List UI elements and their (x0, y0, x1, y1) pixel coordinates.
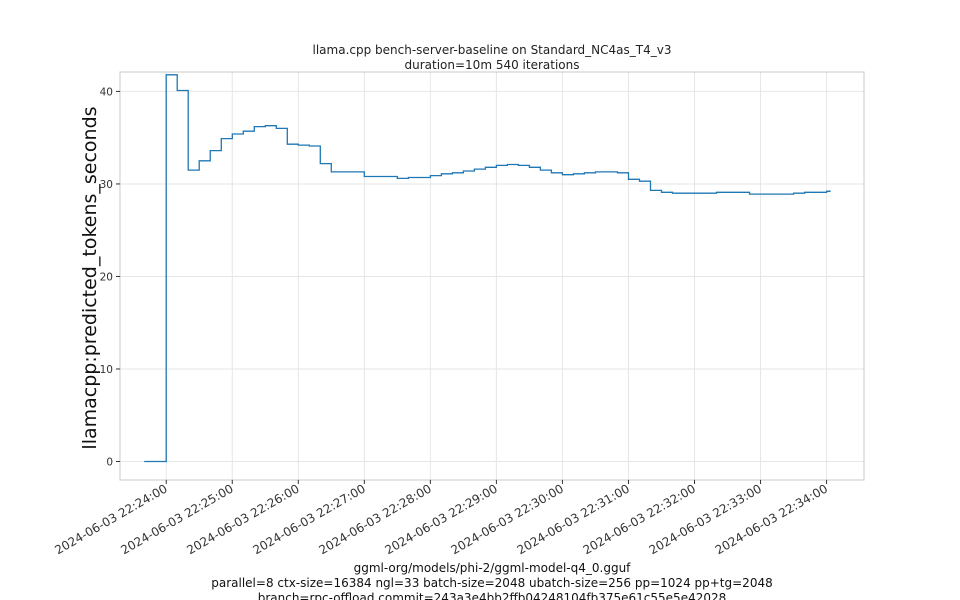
y-tick-label: 0 (106, 456, 113, 468)
x-tick-label: 2024-06-03 22:25:00 (118, 481, 235, 557)
y-tick-label: 20 (100, 271, 113, 283)
x-tick-label: 2024-06-03 22:32:00 (581, 481, 698, 557)
x-tick-label: 2024-06-03 22:27:00 (250, 481, 367, 557)
chart-subtitle: duration=10m 540 iterations (405, 58, 580, 72)
series-layer (144, 74, 831, 463)
y-tick-label: 10 (100, 364, 113, 376)
x-label-commit: branch=rpc-offload commit=243a3e4bb2ffb0… (258, 591, 727, 600)
x-label-params: parallel=8 ctx-size=16384 ngl=33 batch-s… (211, 576, 772, 590)
y-axis-label: llamacpp:predicted_tokens_seconds (79, 106, 101, 449)
x-tick-label: 2024-06-03 22:34:00 (713, 481, 830, 557)
x-tick-label: 2024-06-03 22:29:00 (383, 481, 500, 557)
y-axis-ticks: 0 10 20 30 40 (100, 86, 120, 468)
y-tick-label: 30 (100, 179, 113, 191)
x-tick-label: 2024-06-03 22:31:00 (515, 481, 632, 557)
x-label-model: ggml-org/models/phi-2/ggml-model-q4_0.gg… (354, 561, 632, 575)
x-tick-label: 2024-06-03 22:30:00 (449, 481, 566, 557)
series-line-0 (144, 74, 831, 463)
grid (120, 72, 864, 480)
y-tick-label: 40 (100, 86, 113, 98)
x-tick-label: 2024-06-03 22:33:00 (647, 481, 764, 557)
chart-title: llama.cpp bench-server-baseline on Stand… (313, 43, 672, 57)
x-tick-label: 2024-06-03 22:26:00 (184, 481, 301, 557)
x-tick-label: 2024-06-03 22:24:00 (52, 481, 169, 557)
x-tick-label: 2024-06-03 22:28:00 (316, 481, 433, 557)
